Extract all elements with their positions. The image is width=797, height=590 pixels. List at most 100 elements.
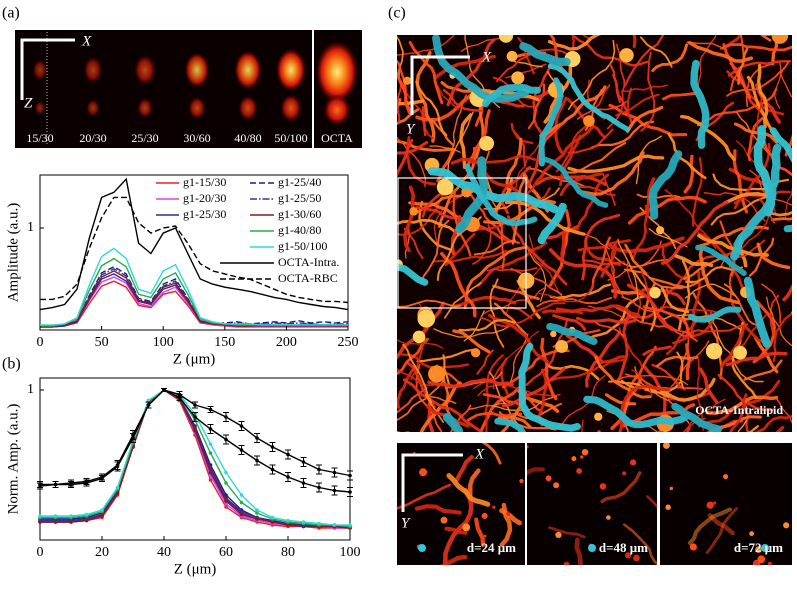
psf-blob xyxy=(137,97,153,119)
data-point xyxy=(84,518,89,523)
vessel xyxy=(397,364,417,409)
psf-blob xyxy=(315,40,359,104)
vessel xyxy=(682,323,749,338)
vessel xyxy=(723,283,761,327)
vessel xyxy=(682,417,706,432)
legend-label: OCTA-RBC xyxy=(278,271,338,285)
vessel xyxy=(473,239,517,256)
speck xyxy=(689,543,697,551)
vessel xyxy=(581,419,584,432)
strip-label: 20/30 xyxy=(79,131,106,145)
speck xyxy=(511,71,525,85)
speck xyxy=(580,455,584,459)
vessel xyxy=(472,224,492,265)
vessel xyxy=(784,188,792,218)
vessel xyxy=(741,399,750,432)
vessel xyxy=(670,340,710,388)
speck xyxy=(606,515,611,520)
speck xyxy=(492,505,496,509)
vessel xyxy=(765,296,792,347)
vessel xyxy=(686,398,726,432)
vessel xyxy=(626,283,675,332)
vessel xyxy=(620,84,668,93)
vessel xyxy=(410,342,425,380)
chart: 0 50 100 150 200 250 1 Z (μm) Amplitude (a.u.) g1… xyxy=(5,174,359,367)
vessel xyxy=(567,154,665,173)
vessel xyxy=(538,283,595,303)
data-point xyxy=(286,523,290,527)
psf-blob xyxy=(133,54,157,86)
vessel xyxy=(480,302,566,328)
psf-blob xyxy=(275,48,307,92)
vessel xyxy=(547,35,602,51)
vessel xyxy=(733,122,779,144)
plot-area xyxy=(37,388,353,530)
speck xyxy=(419,468,428,477)
x-tick-label: 100 xyxy=(340,545,361,560)
y-axis-label: Norm. Amp. (a.u.) xyxy=(5,404,21,515)
data-point xyxy=(224,437,228,442)
vessel xyxy=(576,151,645,196)
series-line xyxy=(39,177,349,311)
vessel xyxy=(397,35,404,81)
vessel xyxy=(627,431,632,432)
vessel xyxy=(442,354,450,386)
vessel xyxy=(419,381,462,432)
speck xyxy=(706,501,714,509)
y-tick-label: 1 xyxy=(27,382,34,397)
speck xyxy=(519,478,524,484)
data-point xyxy=(286,475,290,479)
vessel xyxy=(769,294,780,337)
vessel xyxy=(674,254,714,268)
vessel xyxy=(397,82,402,124)
vessel xyxy=(564,142,627,174)
legend-label: g1-25/50 xyxy=(278,191,321,205)
data-point xyxy=(115,485,120,490)
vessel xyxy=(548,526,586,539)
data-point xyxy=(286,518,290,523)
vessel xyxy=(443,282,482,319)
speck xyxy=(553,482,560,489)
vessel xyxy=(648,276,685,288)
speck xyxy=(705,342,723,360)
vessel xyxy=(508,58,543,68)
speck xyxy=(563,561,570,565)
vessel xyxy=(600,471,642,504)
vessel xyxy=(636,193,681,199)
vessel xyxy=(646,495,657,509)
speck xyxy=(594,412,603,421)
overlay: X Z X Y OCTA-Intralipid X Y d=24 μm d=48… xyxy=(20,30,783,555)
speck xyxy=(428,365,446,383)
vessel xyxy=(476,241,548,287)
depth-label: d=48 μm xyxy=(599,540,648,555)
vessel xyxy=(516,279,541,320)
legend-label: g1-25/40 xyxy=(278,175,321,189)
data-point xyxy=(286,452,290,457)
vessel xyxy=(584,259,625,266)
speck xyxy=(527,445,529,449)
psf-blob xyxy=(184,52,210,88)
data-point xyxy=(162,388,166,392)
data-point xyxy=(100,508,104,512)
speck xyxy=(619,48,634,63)
data-point xyxy=(348,473,352,478)
vessel xyxy=(624,243,648,275)
speck xyxy=(506,50,518,62)
x-tick-label: 0 xyxy=(37,545,44,560)
panel-label: (b) xyxy=(2,356,21,373)
vessel xyxy=(524,243,547,302)
speck xyxy=(436,178,454,196)
strip-label: 30/60 xyxy=(183,131,210,145)
vessel xyxy=(538,77,564,167)
x-tick-label: 60 xyxy=(219,545,233,560)
psf-blob xyxy=(188,96,206,120)
vessel xyxy=(397,263,429,286)
data-point xyxy=(255,511,259,515)
vessel xyxy=(635,135,663,185)
vessel xyxy=(583,395,692,429)
vessel xyxy=(627,195,707,225)
psf-blob xyxy=(83,56,103,84)
vessel xyxy=(690,59,710,149)
vessel xyxy=(397,386,428,414)
scale-bar xyxy=(401,453,463,512)
